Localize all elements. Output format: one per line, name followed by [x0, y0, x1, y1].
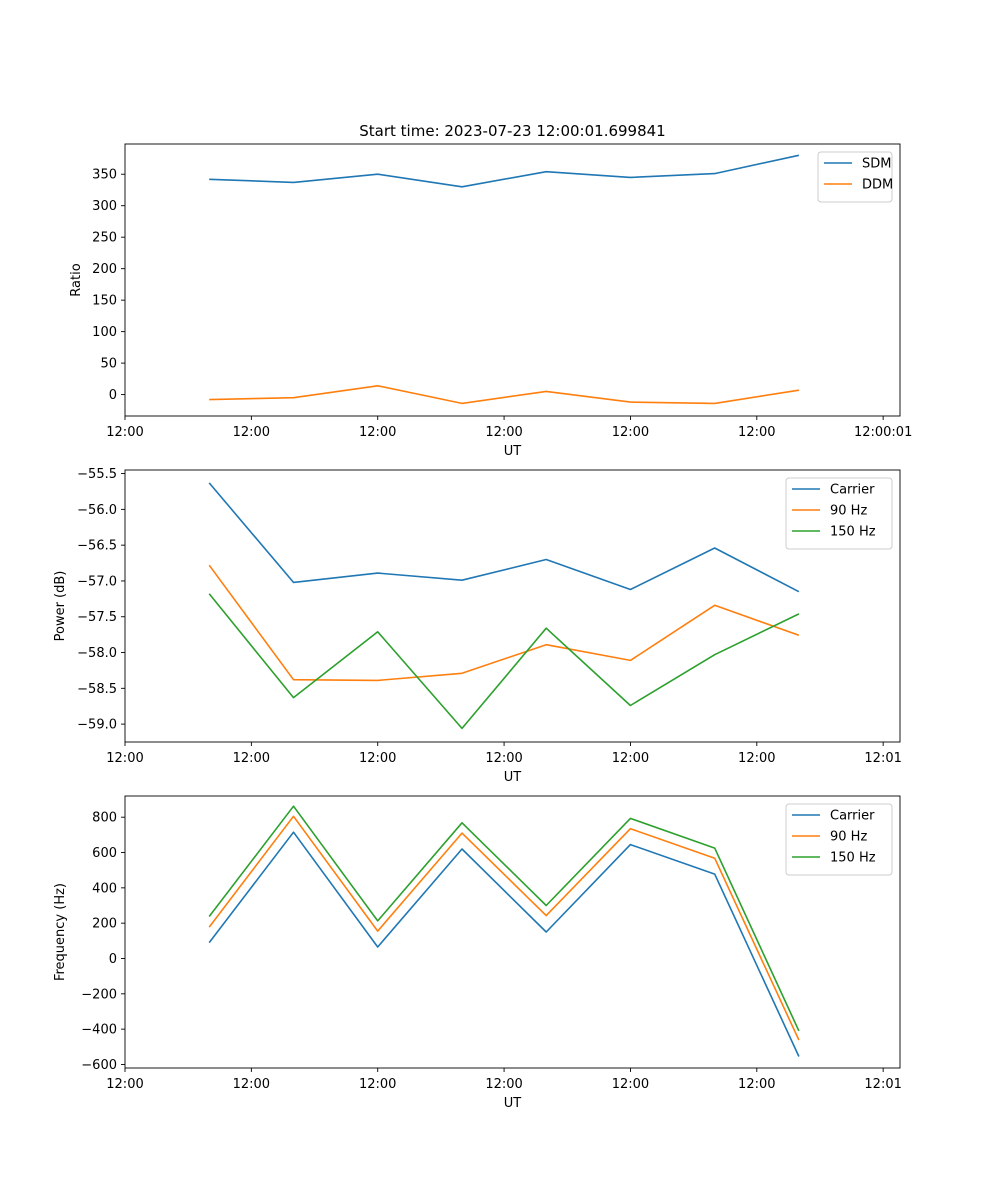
y-tick-label: −56.0 — [77, 503, 117, 518]
y-tick-label: −58.5 — [77, 682, 117, 697]
y-tick-label: 600 — [92, 846, 117, 861]
series-line-carrier — [208, 482, 800, 593]
chart-panel-2: 12:00 12:00 12:00 12:00 12:00 12:00 12:01 −59.0… — [53, 467, 902, 785]
x-tick-label: 12:01 — [864, 1077, 901, 1092]
x-tick-label: 12:00 — [106, 1077, 143, 1092]
y-tick-label: 200 — [92, 917, 117, 932]
series-line-150-hz — [208, 593, 800, 730]
chart-panel-1: 12:00 12:00 12:00 12:00 12:00 12:00 12:00:01 0 5… — [69, 143, 912, 459]
y-tick-label: −56.5 — [77, 539, 117, 554]
axes-frame — [124, 469, 901, 743]
axes-frame — [124, 143, 901, 417]
legend-entry-90-hz: 90 Hz — [830, 504, 867, 519]
y-tick-label: −200 — [81, 987, 117, 1002]
x-tick-label: 12:00 — [359, 751, 396, 766]
legend-entry-sdm: SDM — [862, 157, 891, 172]
panels: 12:00 12:00 12:00 12:00 12:00 12:00 12:00:01 0 5… — [53, 143, 912, 1111]
x-tick-label: 12:00 — [738, 425, 775, 440]
x-tick-label: 12:00 — [233, 1077, 270, 1092]
x-tick-label: 12:00 — [233, 425, 270, 440]
figure-title: Start time: 2023-07-23 12:00:01.699841 — [359, 122, 665, 140]
legend-entry-carrier: Carrier — [830, 483, 875, 498]
x-tick-label: 12:00 — [359, 1077, 396, 1092]
series-line-sdm — [209, 154, 800, 188]
y-tick-label: 400 — [92, 881, 117, 896]
x-tick-label: 12:00 — [738, 751, 775, 766]
x-tick-label: 12:00 — [485, 1077, 522, 1092]
x-tick-label: 12:00 — [738, 1077, 775, 1092]
series-line-90-hz — [208, 564, 800, 682]
series-line-ddm — [209, 384, 800, 405]
x-axis-label: UT — [504, 444, 522, 459]
y-tick-label: 350 — [92, 168, 117, 183]
legend-entry-ddm: DDM — [862, 178, 893, 193]
x-axis-label: UT — [504, 770, 522, 785]
axes-frame — [124, 795, 901, 1069]
legend-entry-carrier: Carrier — [830, 809, 875, 824]
x-axis-label: UT — [504, 1096, 522, 1111]
y-tick-label: −58.0 — [77, 646, 117, 661]
series-line-150-hz — [208, 805, 800, 1032]
y-tick-label: 800 — [92, 811, 117, 826]
y-axis-label: Frequency (Hz) — [53, 883, 68, 981]
y-tick-label: 200 — [92, 262, 117, 277]
y-axis-label: Power (dB) — [53, 571, 68, 642]
legend-box — [817, 151, 893, 203]
y-tick-label: 100 — [92, 325, 117, 340]
y-tick-label: −57.0 — [77, 574, 117, 589]
legend-entry-150-hz: 150 Hz — [830, 525, 876, 540]
x-tick-label: 12:00 — [612, 1077, 649, 1092]
series-line-carrier — [208, 831, 800, 1057]
legend: SDM DDM — [817, 151, 893, 203]
x-tick-label: 12:00 — [106, 425, 143, 440]
y-tick-label: 250 — [92, 231, 117, 246]
y-tick-label: −57.5 — [77, 610, 117, 625]
x-tick-label: 12:00 — [485, 425, 522, 440]
x-tick-label: 12:00 — [485, 751, 522, 766]
y-tick-label: −600 — [81, 1058, 117, 1073]
x-tick-label: 12:00 — [612, 751, 649, 766]
legend: Carrier 90 Hz 150 Hz — [785, 803, 893, 876]
legend-entry-150-hz: 150 Hz — [830, 851, 876, 866]
legend-entry-90-hz: 90 Hz — [830, 830, 867, 845]
chart-panel-3: 12:00 12:00 12:00 12:00 12:00 12:00 12:01 −600 −… — [53, 795, 902, 1111]
y-tick-label: −55.5 — [77, 467, 117, 482]
y-tick-label: 300 — [92, 199, 117, 214]
y-axis-label: Ratio — [69, 263, 84, 296]
y-tick-label: 50 — [100, 357, 117, 372]
x-tick-label: 12:00 — [612, 425, 649, 440]
y-tick-label: 150 — [92, 294, 117, 309]
x-tick-label: 12:00 — [359, 425, 396, 440]
y-tick-label: −59.0 — [77, 718, 117, 733]
y-tick-label: −400 — [81, 1023, 117, 1038]
legend: Carrier 90 Hz 150 Hz — [785, 477, 893, 550]
x-tick-label: 12:00 — [233, 751, 270, 766]
x-tick-label: 12:00 — [106, 751, 143, 766]
x-tick-label: 12:00:01 — [854, 425, 912, 440]
series-line-90-hz — [208, 815, 800, 1041]
y-tick-label: 0 — [109, 388, 117, 403]
x-tick-label: 12:01 — [864, 751, 901, 766]
y-tick-label: 0 — [109, 952, 117, 967]
